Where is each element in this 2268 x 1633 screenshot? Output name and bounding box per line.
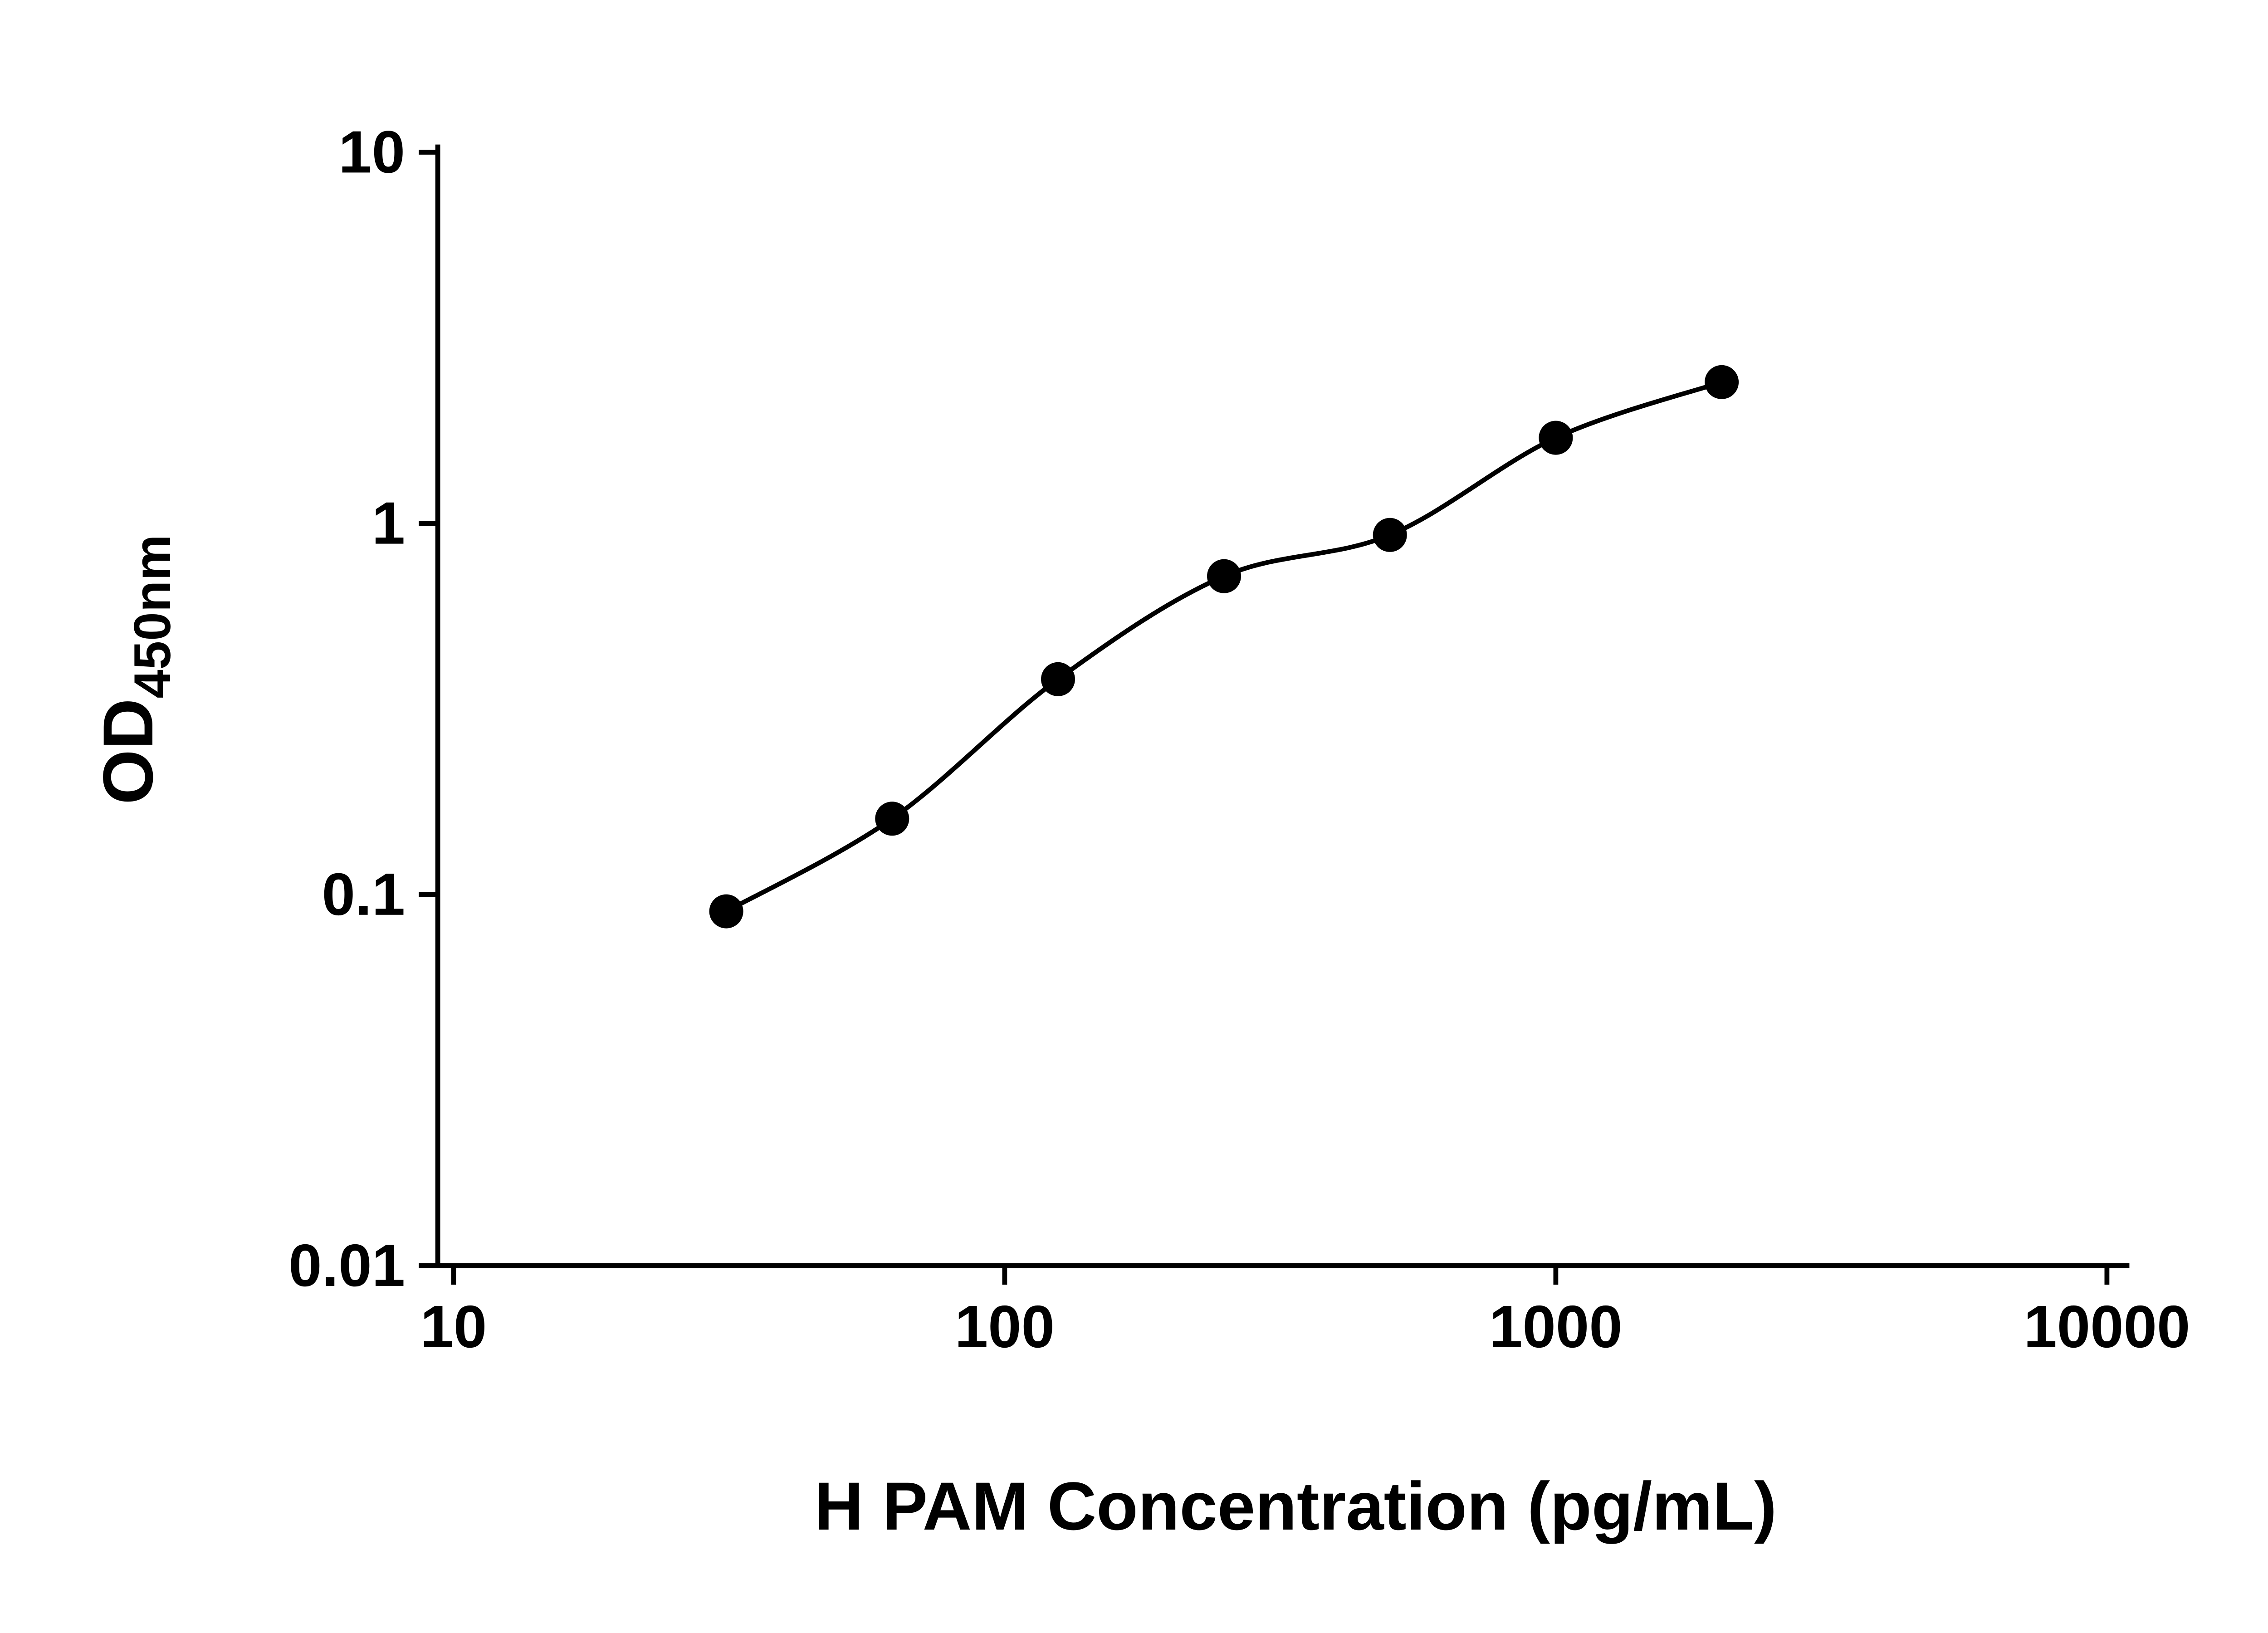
data-point (875, 802, 909, 836)
y-axis-title-subscript: 450nm (124, 534, 181, 698)
y-tick-label: 1 (372, 490, 405, 557)
data-point (709, 894, 743, 929)
x-tick-label: 10000 (2024, 1293, 2190, 1360)
data-point (1539, 420, 1573, 455)
y-axis-title-main: OD (89, 699, 168, 805)
y-tick-label: 0.01 (288, 1232, 405, 1299)
x-tick-label: 1000 (1489, 1293, 1623, 1360)
y-axis-title: OD450nm (89, 534, 181, 804)
x-axis-title: H PAM Concentration (pg/mL) (814, 1468, 1777, 1544)
data-point (1373, 518, 1407, 552)
x-tick-label: 10 (420, 1293, 487, 1360)
data-point (1705, 365, 1739, 399)
plot-area: 10 100 1000 10000 0.01 0.1 1 10 (288, 118, 2190, 1360)
axes (435, 144, 2130, 1268)
y-tick-label: 10 (338, 118, 405, 185)
data-point (1207, 559, 1241, 593)
y-tick-label: 0.1 (322, 861, 406, 928)
fit-line (725, 380, 1723, 914)
data-point (1041, 662, 1075, 696)
x-tick-label: 100 (955, 1293, 1055, 1360)
